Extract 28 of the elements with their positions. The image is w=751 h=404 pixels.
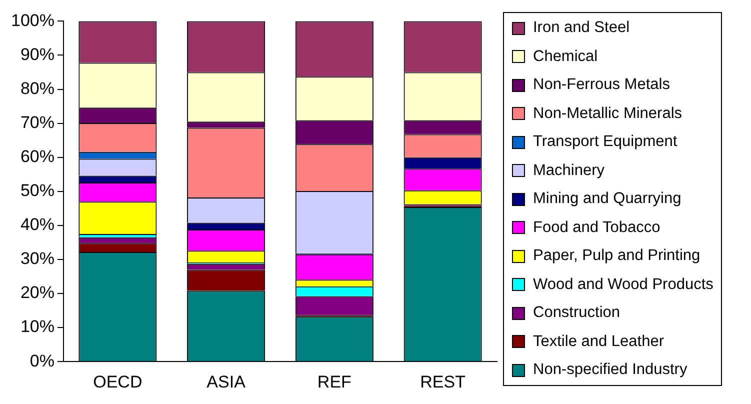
x-tick-label: REF [317, 372, 352, 392]
y-tick-label: 90% [20, 44, 54, 64]
y-tick-label: 10% [20, 317, 54, 336]
y-tick-label: 50% [20, 181, 54, 200]
y-tick-label: 80% [20, 78, 54, 98]
legend-label: Machinery [533, 162, 604, 180]
legend-label: Transport Equipment [533, 133, 678, 151]
legend-label: Paper, Pulp and Printing [533, 247, 700, 265]
y-tick-label: 0% [30, 351, 54, 370]
y-tick-label: 20% [20, 283, 54, 302]
x-tick-label: OECD [93, 372, 142, 392]
legend-label: Mining and Quarrying [533, 190, 682, 208]
legend-label: Iron and Steel [533, 19, 630, 37]
y-tick-label: 100% [10, 10, 54, 30]
legend-label: Non-Metallic Minerals [533, 104, 682, 122]
legend-label: Construction [533, 304, 620, 322]
legend-label: Chemical [533, 48, 598, 66]
y-tick-label: 60% [20, 147, 54, 166]
y-tick-label: 30% [20, 249, 54, 268]
legend-label: Wood and Wood Products [533, 276, 714, 294]
legend-label: Textile and Leather [533, 332, 664, 350]
legend-label: Non-specified Industry [533, 361, 688, 379]
legend-label: Food and Tobacco [533, 218, 660, 236]
x-tick-label: ASIA [206, 372, 246, 392]
x-tick-label: REST [420, 372, 466, 392]
legend-label: Non-Ferrous Metals [533, 76, 670, 94]
y-tick-label: 40% [20, 215, 54, 234]
y-tick-label: 70% [20, 113, 54, 132]
